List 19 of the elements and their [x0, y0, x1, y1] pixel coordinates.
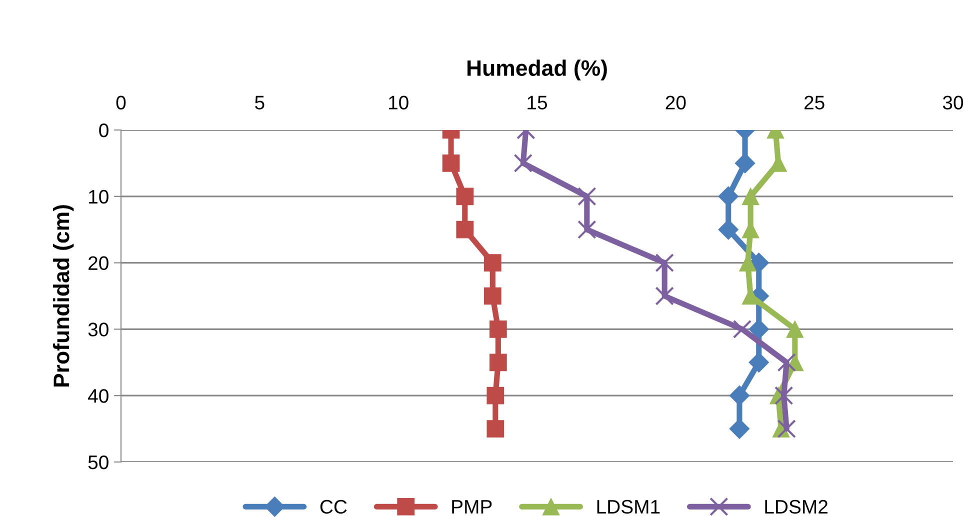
legend-label: CC	[320, 500, 347, 514]
y-axis-title: Profundidad (cm)	[52, 205, 74, 386]
legend-label: PMP	[452, 500, 492, 514]
x-tick-label: 10	[389, 96, 408, 110]
y-tick-label: 10	[89, 190, 108, 204]
x-tick-label: 0	[116, 96, 126, 110]
legend-label: LDSM1	[597, 500, 660, 514]
y-tick-label: 40	[88, 389, 108, 403]
y-tick-label: 20	[88, 256, 108, 270]
x-tick-label: 30	[942, 96, 964, 110]
x-tick-label: 5	[255, 96, 264, 110]
x-tick-label: 15	[528, 96, 547, 110]
x-axis-title: Humedad (%)	[468, 60, 607, 80]
y-tick-label: 50	[88, 455, 108, 470]
y-tick-label: 30	[88, 322, 108, 336]
x-tick-label: 25	[804, 96, 824, 110]
y-tick-label: 0	[99, 123, 108, 138]
legend-label: LDSM2	[765, 500, 828, 514]
x-tick-label: 20	[666, 96, 686, 110]
